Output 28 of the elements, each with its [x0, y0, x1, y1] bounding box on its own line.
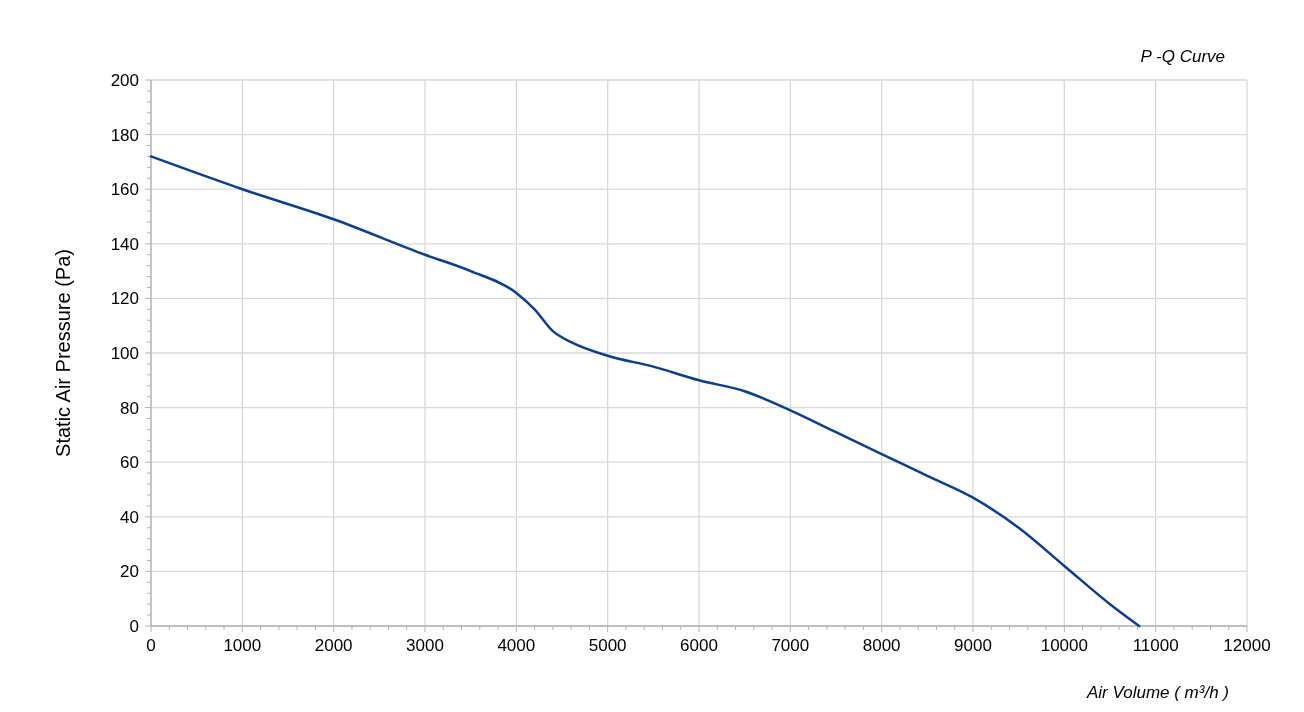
y-tick-label: 120 [110, 289, 139, 309]
x-tick-label: 8000 [862, 636, 901, 655]
x-tick-label: 10000 [1040, 636, 1088, 655]
y-tick-label: 160 [110, 180, 139, 200]
x-tick-label: 6000 [680, 636, 718, 655]
x-tick-label: 5000 [588, 636, 627, 655]
y-tick-label: 100 [110, 344, 139, 363]
y-tick-label: 40 [120, 507, 139, 527]
y-tick-label: 80 [120, 398, 139, 418]
x-tick-label: 11000 [1132, 636, 1179, 655]
x-tick-label: 7000 [771, 636, 810, 655]
y-tick-label: 60 [120, 453, 139, 473]
x-tick-label: 0 [146, 636, 156, 655]
chart-title: P -Q Curve [1140, 47, 1225, 66]
x-tick-label: 4000 [497, 636, 536, 655]
y-axis-title: Static Air Pressure (Pa) [52, 249, 74, 457]
y-tick-label: 140 [110, 234, 139, 254]
y-tick-label: 180 [110, 125, 139, 145]
y-tick-label: 200 [110, 71, 139, 90]
x-tick-label: 2000 [314, 636, 353, 655]
line-series [149, 155, 1141, 628]
x-tick-label: 1000 [223, 636, 262, 655]
x-tick-label: 9000 [954, 636, 992, 655]
x-tick-label: 3000 [406, 636, 444, 655]
x-tick-label: 12000 [1223, 636, 1271, 655]
y-tick-label: 0 [129, 617, 139, 636]
x-axis-title: Air Volume ( m³/h ) [1085, 683, 1229, 702]
y-tick-label: 20 [120, 562, 139, 582]
